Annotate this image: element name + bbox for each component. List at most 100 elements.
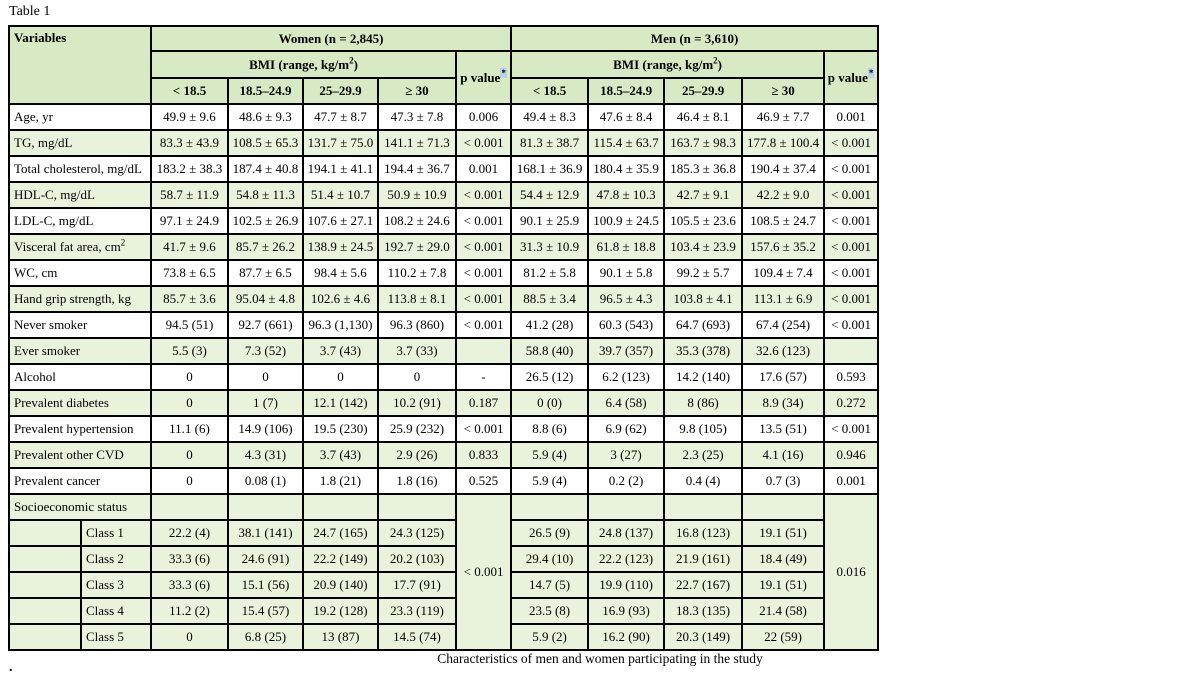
footnote-dot: .: [9, 660, 13, 675]
row-indent-cell: [8, 519, 82, 547]
women-value-cell: 110.2 ± 7.8: [377, 259, 457, 287]
men-value-cell: 47.6 ± 8.4: [587, 103, 666, 131]
men-value-cell: 99.2 ± 5.7: [663, 259, 744, 287]
table-row: Prevalent diabetes 0 1 (7) 12.1 (142) 10.2 (…: [8, 389, 880, 417]
women-value-cell: 107.6 ± 27.1: [302, 207, 379, 235]
table-row: Visceral fat area, cm2 41.7 ± 9.6 85.7 ± 2…: [8, 233, 880, 261]
men-value-cell: 5.9 (4): [510, 467, 590, 495]
women-value-cell: [227, 493, 304, 521]
men-value-cell: 109.4 ± 7.4: [741, 259, 826, 287]
men-value-cell: 5.9 (4): [510, 441, 590, 469]
men-value-cell: 8.9 (34): [741, 389, 826, 417]
row-label: Age, yr: [8, 103, 152, 131]
men-value-cell: 41.2 (28): [510, 311, 590, 339]
bmi-label-close: ): [353, 56, 358, 72]
men-value-cell: 39.7 (357): [587, 337, 666, 365]
men-value-cell: 9.8 (105): [663, 415, 744, 443]
women-value-cell: 54.8 ± 11.3: [227, 181, 304, 209]
men-value-cell: 17.6 (57): [741, 363, 826, 391]
women-value-cell: [150, 493, 229, 521]
women-pvalue-cell: [454, 337, 513, 365]
table-row: Age, yr 49.9 ± 9.6 48.6 ± 9.3 47.7 ± 8.7 47.…: [8, 103, 880, 131]
men-value-cell: [587, 493, 666, 521]
women-value-cell: 83.3 ± 43.9: [150, 129, 229, 157]
table-caption: Characteristics of men and women partici…: [437, 651, 763, 666]
row-label-text: Visceral fat area, cm: [14, 239, 121, 254]
table-header: Variables Women (n = 2,845) Men (n = 3,6…: [8, 25, 880, 105]
women-value-cell: 1.8 (16): [377, 467, 457, 495]
women-value-cell: 95.04 ± 4.8: [227, 285, 304, 313]
men-value-cell: 26.5 (9): [510, 519, 590, 547]
women-bmi-header: BMI (range, kg/m2): [150, 50, 457, 79]
women-value-cell: 96.3 (860): [377, 311, 457, 339]
women-pvalue-cell: < 0.001: [454, 493, 513, 651]
women-value-cell: 85.7 ± 26.2: [227, 233, 304, 261]
women-value-cell: 3.7 (43): [302, 337, 379, 365]
men-pvalue-cell: 0.946: [823, 441, 880, 469]
women-value-cell: 22.2 (4): [150, 519, 229, 547]
women-pvalue-cell: < 0.001: [454, 415, 513, 443]
women-bin-header-3: 25–29.9: [302, 77, 379, 105]
women-value-cell: 0: [150, 363, 229, 391]
men-value-cell: 8.8 (6): [510, 415, 590, 443]
row-indent-cell: [8, 597, 82, 625]
women-value-cell: 11.2 (2): [150, 597, 229, 625]
women-value-cell: 5.5 (3): [150, 337, 229, 365]
men-value-cell: 23.5 (8): [510, 597, 590, 625]
men-bin-header-3: 25–29.9: [663, 77, 744, 105]
men-value-cell: 60.3 (543): [587, 311, 666, 339]
women-value-cell: 1 (7): [227, 389, 304, 417]
women-value-cell: 3.7 (43): [302, 441, 379, 469]
women-value-cell: 98.4 ± 5.6: [302, 259, 379, 287]
women-value-cell: 92.7 (661): [227, 311, 304, 339]
women-group-header: Women (n = 2,845): [149, 25, 513, 52]
table-body: Age, yr 49.9 ± 9.6 48.6 ± 9.3 47.7 ± 8.7 47.…: [8, 103, 880, 651]
women-pvalue-cell: 0.006: [454, 103, 513, 131]
women-value-cell: 15.1 (56): [227, 571, 304, 599]
women-value-cell: 141.1 ± 71.3: [377, 129, 457, 157]
men-value-cell: 115.4 ± 63.7: [587, 129, 666, 157]
row-sublabel: Class 5: [80, 623, 152, 651]
women-value-cell: 50.9 ± 10.9: [377, 181, 457, 209]
row-label: WC, cm: [8, 259, 152, 287]
women-value-cell: 131.7 ± 75.0: [302, 129, 379, 157]
header-row-groups: Variables Women (n = 2,845) Men (n = 3,6…: [8, 25, 880, 105]
women-value-cell: 14.5 (74): [377, 623, 457, 651]
men-value-cell: 18.4 (49): [741, 545, 826, 573]
row-label-superscript: 2: [120, 237, 126, 248]
row-label: Never smoker: [8, 311, 152, 339]
men-pvalue-header: p value*: [823, 50, 880, 105]
women-value-cell: 108.2 ± 24.6: [377, 207, 457, 235]
women-value-cell: 138.9 ± 24.5: [302, 233, 379, 261]
women-value-cell: 38.1 (141): [227, 519, 304, 547]
men-value-cell: 90.1 ± 5.8: [587, 259, 666, 287]
men-value-cell: 18.3 (135): [663, 597, 744, 625]
men-value-cell: 26.5 (12): [510, 363, 590, 391]
bmi-label-text: BMI (range, kg/m: [613, 56, 714, 72]
table-row: Prevalent cancer 0 0.08 (1) 1.8 (21) 1.8 (16…: [8, 467, 880, 495]
men-value-cell: 0 (0): [510, 389, 590, 417]
women-value-cell: 194.4 ± 36.7: [377, 155, 457, 183]
men-value-cell: 103.8 ± 4.1: [663, 285, 744, 313]
women-value-cell: 33.3 (6): [150, 571, 229, 599]
men-value-cell: 22 (59): [741, 623, 826, 651]
women-value-cell: 0: [150, 623, 229, 651]
row-label: Total cholesterol, mg/dL: [8, 155, 152, 183]
women-value-cell: 11.1 (6): [150, 415, 229, 443]
men-value-cell: 14.7 (5): [510, 571, 590, 599]
men-value-cell: 108.5 ± 24.7: [741, 207, 826, 235]
row-sublabel: Class 1: [80, 519, 152, 547]
men-value-cell: 64.7 (693): [663, 311, 744, 339]
women-pvalue-cell: < 0.001: [454, 129, 513, 157]
women-value-cell: 187.4 ± 40.8: [227, 155, 304, 183]
table-row: LDL-C, mg/dL 97.1 ± 24.9 102.5 ± 26.9 107.6…: [8, 207, 880, 235]
row-label: Prevalent cancer: [8, 467, 152, 495]
men-pvalue-cell: < 0.001: [823, 233, 880, 261]
women-bin-header-1: < 18.5: [150, 77, 229, 105]
men-value-cell: [741, 493, 826, 521]
women-value-cell: 3.7 (33): [377, 337, 457, 365]
men-value-cell: 6.4 (58): [587, 389, 666, 417]
men-value-cell: 19.1 (51): [741, 519, 826, 547]
women-bin-header-4: ≥ 30: [377, 77, 457, 105]
men-value-cell: 16.8 (123): [663, 519, 744, 547]
